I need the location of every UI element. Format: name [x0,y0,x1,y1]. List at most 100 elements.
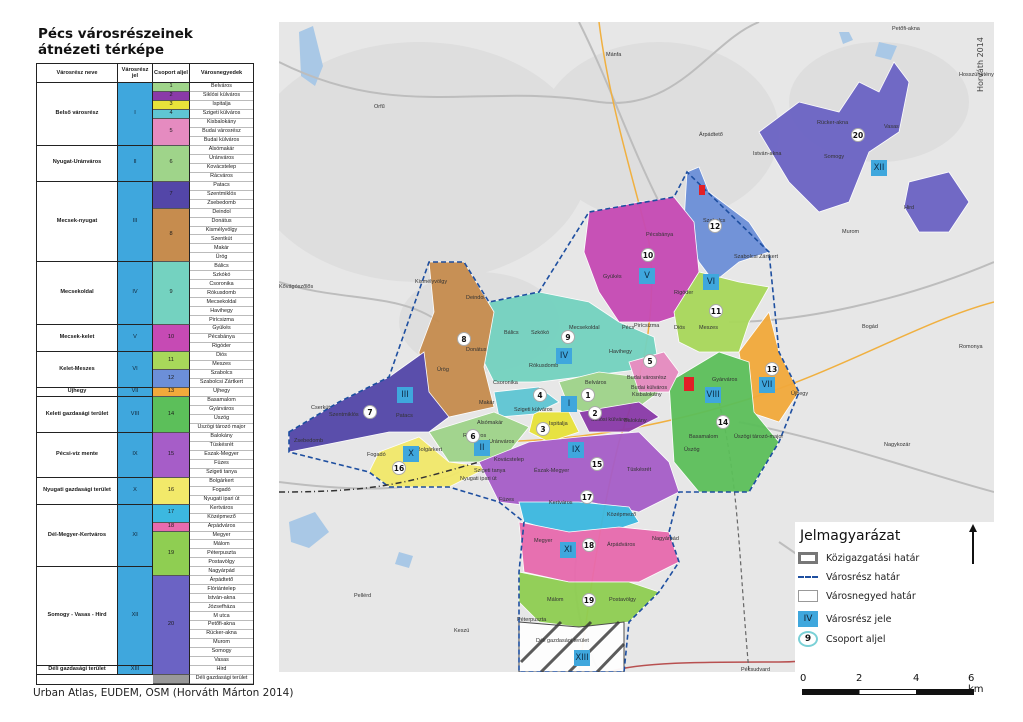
place-label: Siklósi külváros [591,417,629,423]
neighbourhood-cell: Uránváros [190,155,253,164]
group-cell: 13 [153,387,190,397]
district-code-marker[interactable]: VII [759,377,775,393]
district-name-cell: Mecsek-kelet [37,325,118,353]
district-code-marker[interactable]: XI [560,542,576,558]
place-label: Rókusdomb [529,363,559,369]
group-code-marker[interactable]: 11 [709,304,723,318]
admin-border-symbol [798,552,818,564]
neighbourhood-cell: Belváros [190,83,253,92]
district-code-cell: VII [118,387,153,397]
neighbourhood-cell: Donátus [190,218,253,227]
group-code-marker[interactable]: 6 [466,429,480,443]
neighbourhood-cell: Makár [190,244,253,254]
neighbourhood-cell: Ispitalja [190,101,253,110]
group-code-marker[interactable]: 9 [561,330,575,344]
group-cell: 14 [153,396,190,433]
district-name-cell: Somogy - Vasas - Hird [37,567,118,667]
group-cell: 7 [153,181,190,209]
place-label: Belváros [585,380,607,386]
legend-item-group-code: 9 Csoport aljel [798,631,885,647]
group-code-marker[interactable]: 10 [641,248,655,262]
neighbourhood-cell: Árpádtető [190,576,253,586]
district-name-cell: Keleti gazdasági terület [37,396,118,433]
place-label: Szabolcsi Zártkert [734,254,779,260]
group-cell: 20 [153,576,190,675]
district-code-marker[interactable]: XIII [574,650,590,666]
place-label: Petőfi-akna [892,26,920,32]
place-label: Deindol [466,295,485,301]
group-code-marker[interactable]: 17 [580,490,594,504]
district-code-marker[interactable]: III [397,387,413,403]
group-cell: 6 [153,145,190,182]
place-label: Vasas [884,124,899,130]
group-cell: 2 [153,91,190,101]
neighbourhood-cell: István-akna [190,594,253,604]
group-cell: 1 [153,83,190,92]
neighbourhood-cell: Déli gazdasági terület [190,675,253,684]
neighbourhood-cell: Patacs [190,182,253,191]
group-code-marker[interactable]: 16 [392,461,406,475]
group-code-marker[interactable]: 8 [457,332,471,346]
district-code-marker[interactable]: XII [871,160,887,176]
neighbourhood-cell: Meszes [190,361,253,371]
district-name-cell: Dél-Megyer-Kertváros [37,504,118,568]
place-label: Patacs [396,413,413,419]
group-code-marker[interactable]: 18 [582,538,596,552]
group-code-marker[interactable]: 14 [716,415,730,429]
district-code-marker[interactable]: X [403,446,419,462]
group-code-marker[interactable]: 12 [708,219,722,233]
place-label: Árpádtető [699,132,723,138]
district-code-marker[interactable]: VI [703,274,719,290]
place-label: Mánfa [606,52,622,58]
group-cell: 15 [153,432,190,478]
place-label: Kertváros [549,500,573,506]
neighbourhood-cell: Nagyárpád [190,567,253,577]
group-code-marker[interactable]: 5 [643,354,657,368]
group-code-marker[interactable]: 15 [590,457,604,471]
city-map[interactable]: Orfű Mánfa Bogád Romonya Nagykozár Cserkút Kőv… [279,22,994,672]
header-district-code: Városrész jel [118,64,153,83]
place-label: Gyükés [603,274,622,280]
place-label: Szentmiklós [329,412,359,418]
group-code-marker[interactable]: 20 [851,128,865,142]
neighbourhood-cell: Hird [190,666,253,676]
district-code-marker[interactable]: IV [556,348,572,364]
district-border-symbol [798,576,818,578]
place-label: Megyer [534,538,553,544]
place-label: Bálics [504,330,519,336]
group-code-marker[interactable]: 7 [363,405,377,419]
place-label: Ispitalja [549,421,568,427]
neighbourhood-cell: Szabolcsi Zártkert [190,379,253,388]
group-code-marker[interactable]: 2 [588,406,602,420]
district-name-cell: Újhegy [37,387,118,397]
district-code-marker[interactable]: VIII [705,387,721,403]
district-code-marker[interactable]: I [561,396,577,412]
district-code-marker[interactable]: II [474,440,490,456]
neighbourhood-cell: Kisbalokány [190,119,253,128]
neighbourhood-cell: Flóriántelep [190,585,253,595]
group-code-marker[interactable]: 19 [582,593,596,607]
group-cell: 4 [153,109,190,119]
group-code-marker[interactable]: 4 [533,388,547,402]
group-code-marker[interactable]: 1 [581,388,595,402]
place-label: Havihegy [609,349,632,355]
district-code-cell: VIII [118,396,153,433]
place-label: Málom [547,597,564,603]
group-cell: 18 [153,522,190,532]
legend-item-district-code: IV Városrész jele [798,611,892,627]
place-label: Kismélyvölgy [415,279,448,285]
district-code-marker[interactable]: IX [568,442,584,458]
district-name-cell: Mecsekoldal [37,262,118,326]
table-header: Városrész neve Városrész jel Csoport alj… [37,64,253,83]
group-cell: 10 [153,325,190,353]
district-code-cell: XI [118,504,153,568]
place-label: Murom [842,229,860,235]
group-code-marker[interactable]: 3 [536,422,550,436]
district-code-marker[interactable]: V [639,268,655,284]
neighbourhood-cell: Havihegy [190,307,253,317]
group-cell: 12 [153,370,190,388]
header-neighbourhoods: Városnegyedek [200,69,243,76]
group-code-marker[interactable]: 13 [765,362,779,376]
place-label: Nyugati ipari út [460,476,497,482]
map-signature: Horváth 2014 [976,37,985,92]
